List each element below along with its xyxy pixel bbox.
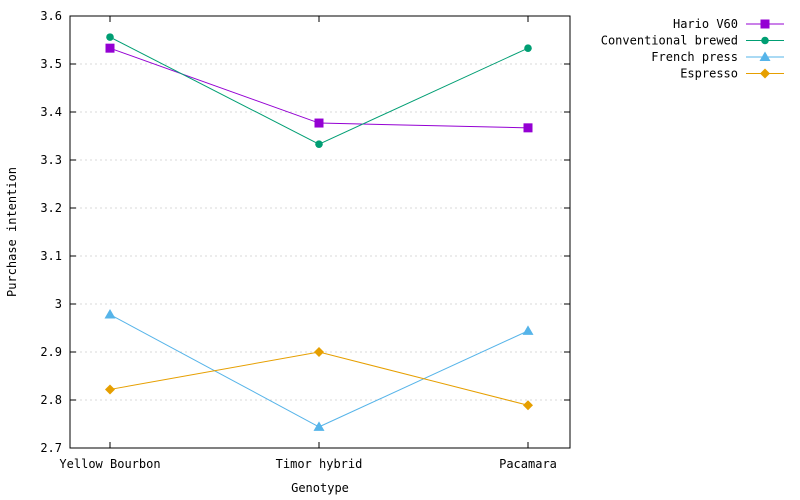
legend-label: Conventional brewed	[601, 34, 738, 48]
data-point	[315, 140, 323, 148]
y-tick-label: 2.8	[40, 393, 62, 407]
legend-label: French press	[651, 50, 738, 64]
legend-entry: Hario V60	[673, 17, 784, 31]
legend-marker	[759, 51, 771, 61]
legend-entry: Espresso	[680, 67, 784, 81]
data-point	[104, 309, 116, 319]
y-tick-label: 3	[55, 297, 62, 311]
x-tick-label: Yellow Bourbon	[59, 457, 160, 471]
data-point	[105, 384, 115, 395]
plot-frame	[69, 15, 571, 449]
y-tick-label: 3.1	[40, 249, 62, 263]
data-point	[524, 44, 532, 52]
series-line	[109, 314, 529, 428]
y-tick-label: 2.7	[40, 441, 62, 455]
y-tick-label: 3.3	[40, 153, 62, 167]
series-3	[105, 347, 533, 411]
data-point	[313, 421, 325, 431]
legend: Hario V60 Conventional brewed French press…	[601, 17, 784, 81]
axis-ticks: 2.7 2.8 2.9 3 3.1 3.2 3.3 3.4 3.5 3.6 Yellow Bourb…	[40, 9, 570, 471]
series-line	[109, 36, 529, 145]
y-tick-label: 2.9	[40, 345, 62, 359]
legend-entry: French press	[651, 50, 784, 64]
data-point	[522, 325, 534, 335]
data-point	[105, 43, 115, 53]
legend-marker	[761, 36, 769, 45]
x-tick-label: Timor hybrid	[276, 457, 363, 471]
x-tick-label: Pacamara	[499, 457, 557, 471]
series-2	[104, 309, 534, 431]
series-layer	[104, 33, 534, 431]
y-tick-label: 3.2	[40, 201, 62, 215]
y-tick-label: 3.4	[40, 105, 62, 119]
y-axis-title: Purchase intention	[5, 167, 19, 297]
data-point	[314, 118, 324, 128]
x-axis-title: Genotype	[291, 481, 349, 495]
series-line	[109, 47, 529, 129]
y-tick-label: 3.6	[40, 9, 62, 23]
legend-label: Hario V60	[673, 17, 738, 31]
series-1	[106, 33, 532, 148]
data-point	[523, 400, 533, 411]
y-tick-label: 3.5	[40, 57, 62, 71]
legend-marker	[760, 19, 770, 29]
data-point	[523, 123, 533, 133]
data-point	[314, 347, 324, 357]
series-0	[105, 43, 533, 133]
legend-marker	[760, 68, 770, 79]
data-point	[106, 33, 114, 41]
legend-entry: Conventional brewed	[601, 34, 784, 48]
legend-label: Espresso	[680, 67, 738, 81]
